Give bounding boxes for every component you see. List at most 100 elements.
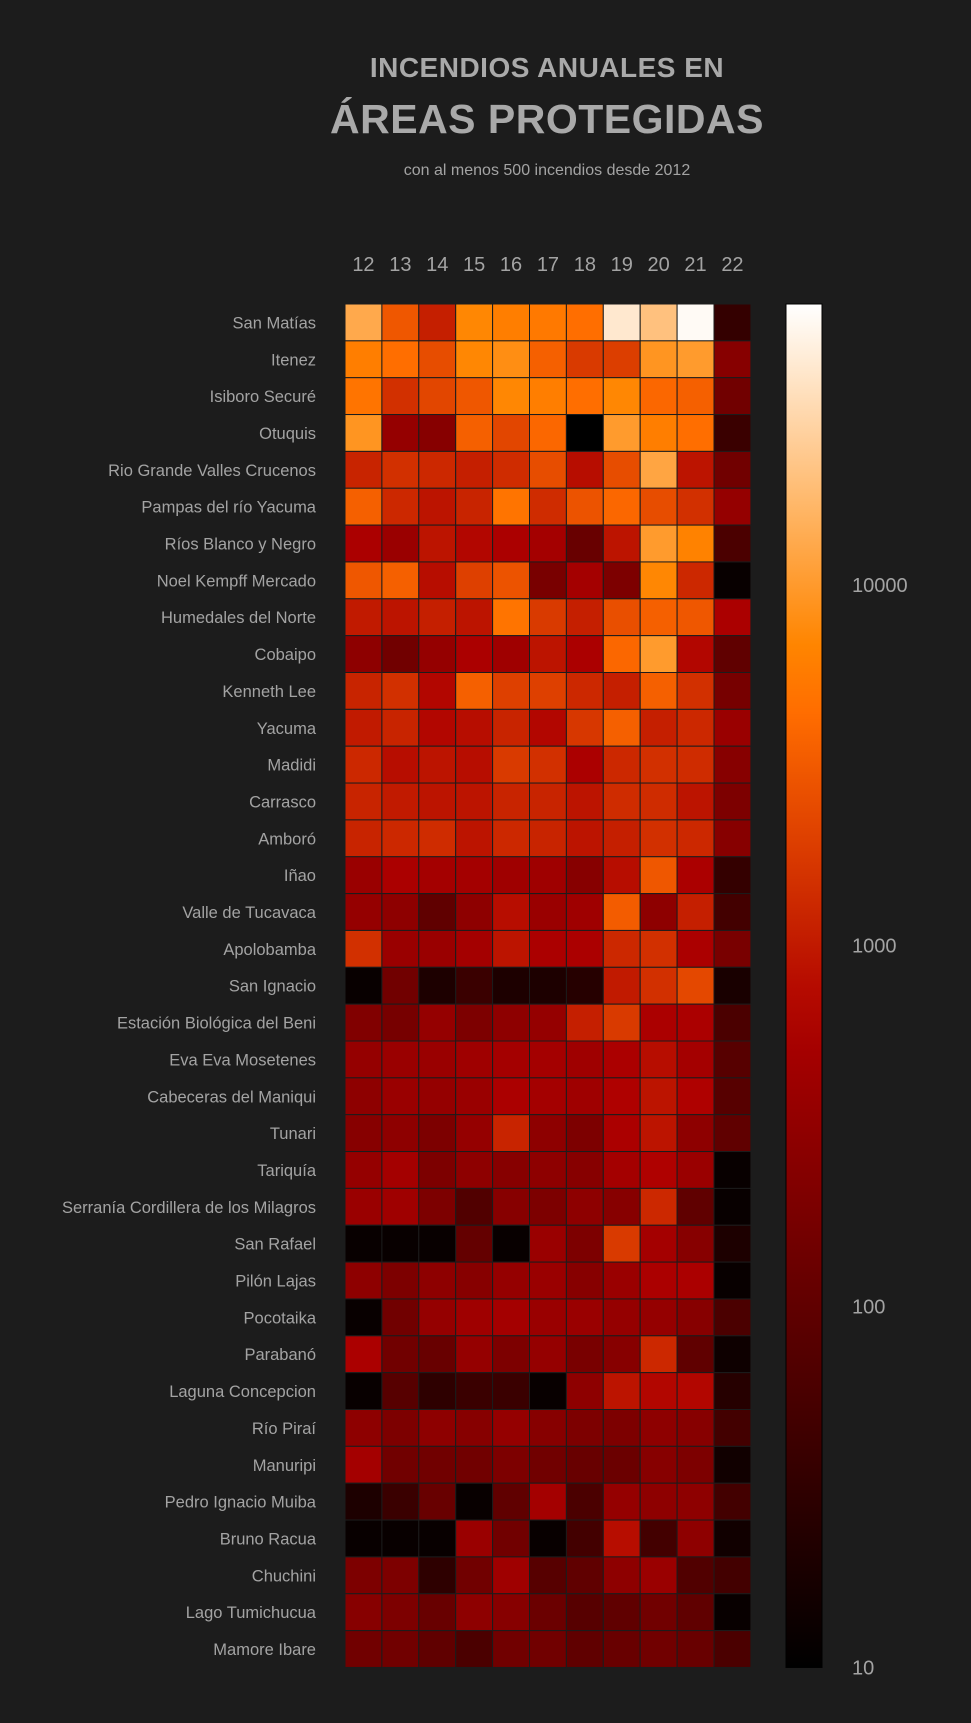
heatmap-cell	[381, 1261, 420, 1300]
heatmap-cell	[418, 929, 457, 968]
heatmap-cell	[676, 672, 715, 710]
heatmap-cell	[381, 929, 420, 968]
heatmap-cell	[381, 1077, 420, 1116]
heatmap-cell	[492, 1335, 531, 1374]
heatmap-cell	[713, 1224, 752, 1263]
heatmap-cell	[713, 929, 752, 968]
heatmap-cell	[565, 1077, 604, 1116]
heatmap-cell	[565, 1003, 604, 1042]
heatmap-cell	[492, 561, 531, 600]
heatmap-cell	[529, 450, 567, 489]
heatmap-cell	[602, 1298, 641, 1337]
heatmap-cell	[381, 1593, 420, 1632]
row-label: Yacuma	[257, 720, 317, 738]
heatmap-cell	[713, 1519, 752, 1558]
row-label: Pedro Ignacio Muiba	[165, 1494, 317, 1512]
row-label: Rio Grande Valles Crucenos	[108, 462, 316, 480]
heatmap-cell	[418, 1187, 457, 1226]
heatmap-cell	[602, 303, 641, 342]
heatmap-cell	[529, 487, 567, 526]
heatmap-cell	[713, 340, 752, 379]
heatmap-cell	[455, 635, 494, 674]
heatmap-cell	[676, 1151, 715, 1189]
heatmap-cell	[529, 1335, 567, 1374]
heatmap-cell	[713, 450, 752, 489]
heatmap-cell	[565, 561, 604, 600]
heatmap-cell	[529, 1298, 567, 1337]
heatmap-cell	[344, 782, 383, 821]
heatmap-cell	[344, 524, 383, 563]
heatmap-cell	[676, 303, 715, 342]
heatmap-cell	[676, 524, 715, 563]
heatmap-cell	[492, 893, 531, 931]
heatmap-cell	[639, 1409, 678, 1447]
heatmap-cell	[676, 1409, 715, 1447]
heatmap-cell	[713, 819, 752, 858]
heatmap-cell	[344, 708, 383, 747]
heatmap-cell	[676, 487, 715, 526]
heatmap-cell	[418, 377, 457, 416]
heatmap-cell	[713, 1372, 752, 1411]
heatmap-cell	[492, 598, 531, 637]
heatmap-cell	[492, 819, 531, 858]
heatmap-cell	[381, 487, 420, 526]
heatmap-cell	[492, 856, 531, 895]
heatmap-cell	[676, 819, 715, 858]
heatmap-cell	[529, 1593, 567, 1632]
heatmap-cell	[713, 856, 752, 895]
heatmap-cell	[344, 856, 383, 895]
heatmap-cell	[676, 1335, 715, 1374]
heatmap-cell	[713, 745, 752, 784]
heatmap-cell	[455, 1298, 494, 1337]
heatmap-cell	[344, 1298, 383, 1337]
heatmap-cell	[713, 487, 752, 526]
heatmap-cell	[602, 893, 641, 931]
heatmap-cell	[344, 450, 383, 489]
heatmap-cell	[344, 1482, 383, 1521]
heatmap-cell	[713, 1003, 752, 1042]
heatmap-cell	[565, 1298, 604, 1337]
heatmap-cell	[344, 635, 383, 674]
column-label-22: 22	[721, 254, 743, 276]
row-label: Cobaipo	[255, 646, 316, 664]
heatmap-cell	[381, 1519, 420, 1558]
heatmap-cell	[455, 414, 494, 452]
heatmap-cell	[565, 1151, 604, 1189]
heatmap-cell	[565, 856, 604, 895]
heatmap-cell	[529, 635, 567, 674]
row-label: San Rafael	[234, 1236, 316, 1254]
heatmap-cell	[344, 377, 383, 416]
heatmap-cell	[639, 1151, 678, 1189]
heatmap-cell	[344, 1445, 383, 1484]
heatmap-cell	[565, 1224, 604, 1263]
column-label-18: 18	[574, 254, 596, 276]
heatmap-cell	[418, 1335, 457, 1374]
heatmap-cell	[639, 1261, 678, 1300]
heatmap-cell	[381, 1445, 420, 1484]
row-label: Manuripi	[253, 1457, 316, 1475]
heatmap-cell	[565, 340, 604, 379]
heatmap-cell	[381, 303, 420, 342]
heatmap-cell	[418, 1372, 457, 1411]
heatmap-cell	[529, 929, 567, 968]
heatmap-cell	[639, 598, 678, 637]
heatmap-cell	[713, 672, 752, 710]
heatmap-cell	[676, 1040, 715, 1079]
heatmap-cell	[529, 1519, 567, 1558]
row-label: Lago Tumichucua	[186, 1604, 317, 1622]
heatmap-cell	[418, 524, 457, 563]
heatmap-cell	[565, 1593, 604, 1632]
heatmap-cell	[344, 1077, 383, 1116]
heatmap-cell	[713, 1482, 752, 1521]
heatmap-cell	[565, 598, 604, 637]
heatmap-cell	[602, 524, 641, 563]
heatmap-cell	[344, 966, 383, 1005]
heatmap-cell	[418, 1482, 457, 1521]
heatmap-cell	[418, 598, 457, 637]
heatmap-cell	[381, 1630, 420, 1668]
heatmap-cell	[602, 966, 641, 1005]
row-label: Pampas del río Yacuma	[141, 499, 316, 517]
heatmap-cell	[639, 856, 678, 895]
heatmap-cell	[418, 1556, 457, 1595]
